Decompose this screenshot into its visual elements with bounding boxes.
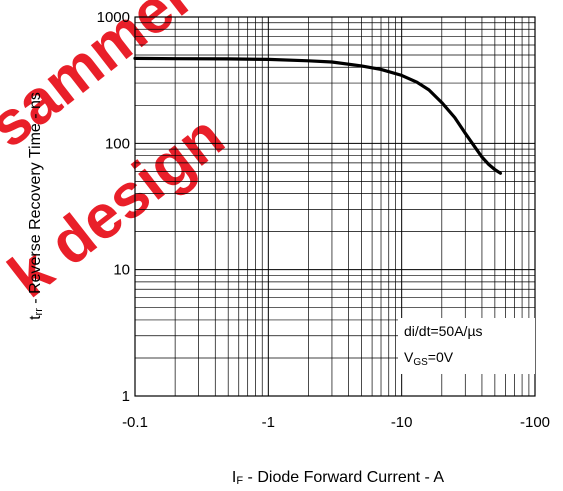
x-tick-label: -100 [520, 414, 550, 431]
annotation-line-1: di/dt=50A/µs [404, 323, 483, 339]
y-tick-label: 1000 [97, 9, 130, 26]
x-tick-label: -1 [262, 414, 275, 431]
tick-labels: -0.1 -1 -10 -100 1 10 100 1000 [97, 9, 550, 431]
y-axis-label: trr - Reverse Recovery Time - ns [27, 92, 45, 320]
y-tick-label: 10 [113, 262, 130, 279]
annotation-box: di/dt=50A/µs VGS=0V [398, 318, 535, 374]
x-axis-label-rest: - Diode Forward Current - A [243, 469, 444, 486]
plot-frame [134, 16, 536, 397]
annotation-gs-subscript: GS [413, 357, 428, 368]
y-axis-label-main: t [27, 315, 44, 320]
x-axis-label-subscript: F [236, 475, 243, 487]
y-axis-label-subscript: rr [33, 308, 45, 316]
grid [134, 17, 535, 397]
y-axis-label-rest: - Reverse Recovery Time - ns [27, 92, 44, 308]
annotation-line-2: VGS=0V [404, 349, 454, 368]
annotation-v: V [404, 349, 414, 365]
annotation-background [398, 318, 535, 374]
y-tick-label: 1 [122, 388, 130, 405]
x-tick-label: -0.1 [122, 414, 148, 431]
x-axis-label: IF - Diode Forward Current - A [232, 469, 444, 487]
series-curve [133, 56, 502, 175]
annotation-value: =0V [428, 349, 454, 365]
x-axis-label-main: I [232, 469, 236, 486]
x-tick-label: -10 [391, 414, 413, 431]
y-tick-label: 100 [105, 135, 130, 152]
